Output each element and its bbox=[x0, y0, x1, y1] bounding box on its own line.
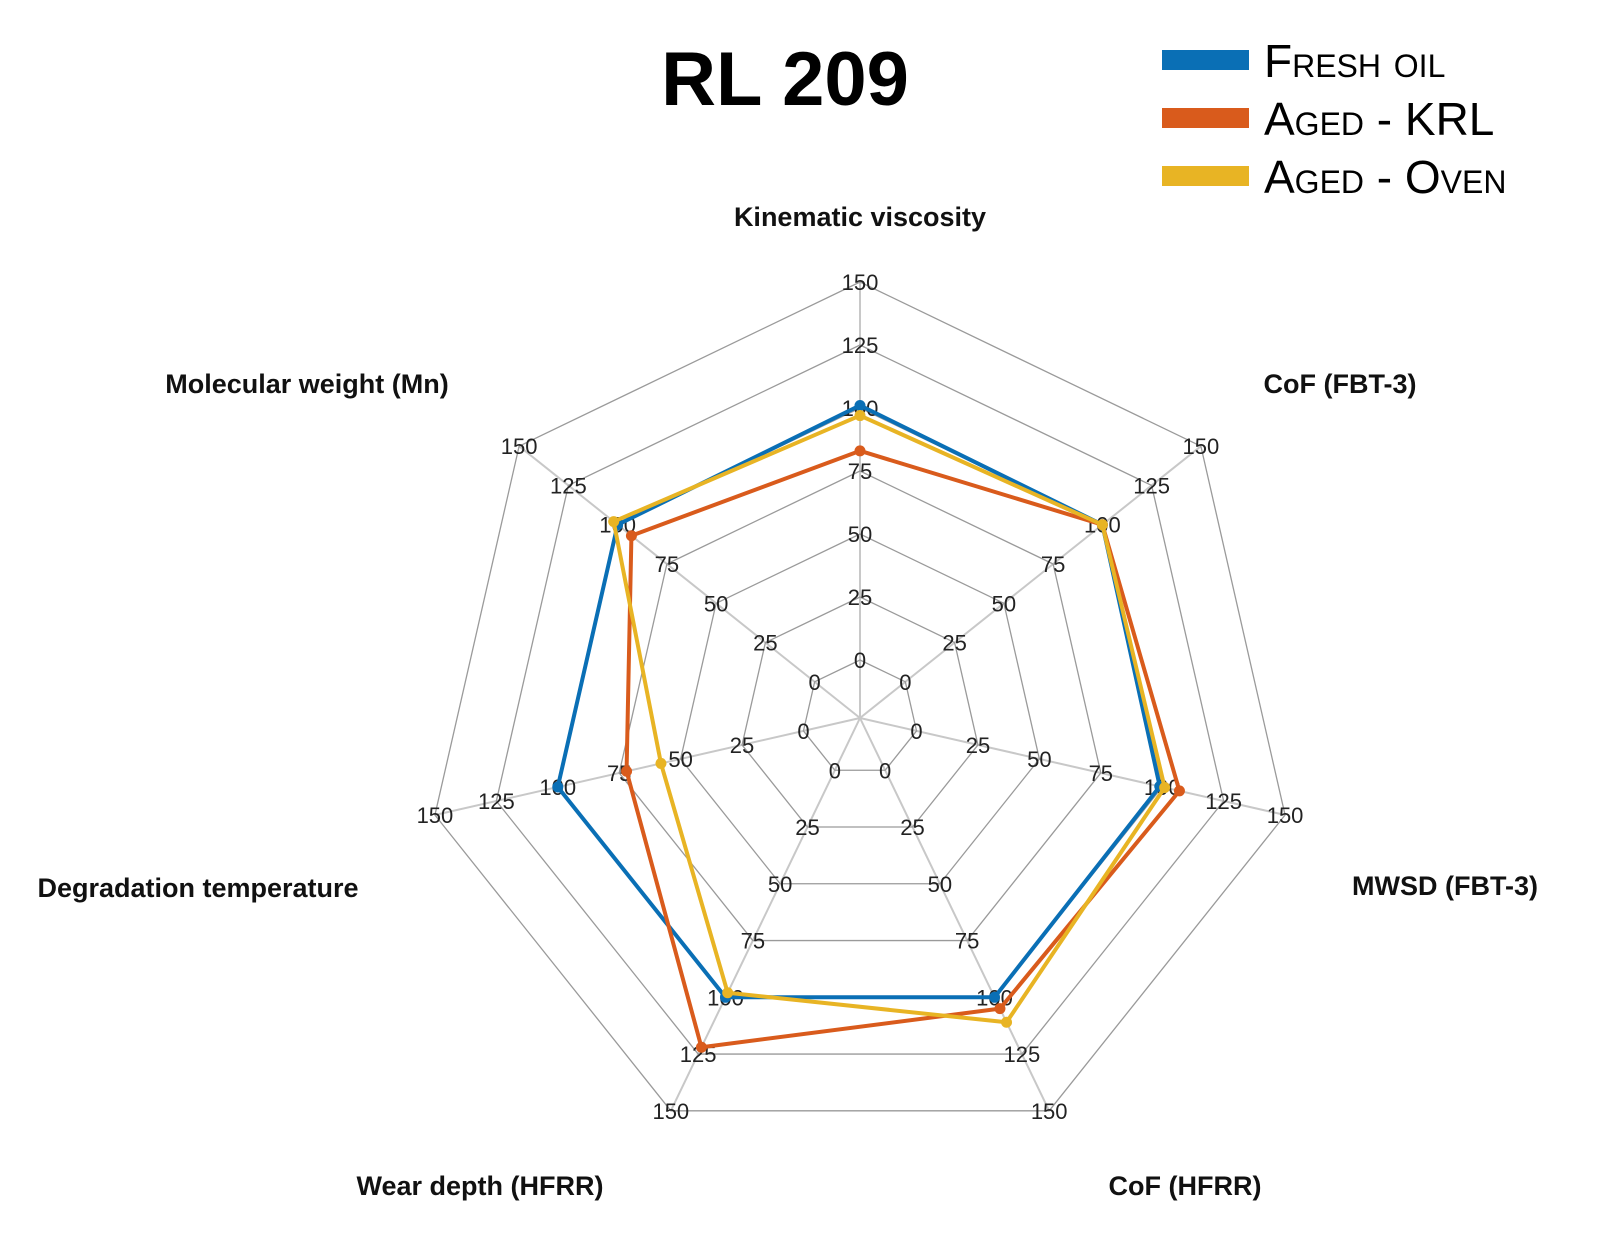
data-point bbox=[994, 1003, 1006, 1015]
data-point bbox=[608, 516, 620, 528]
legend-label: Aged - KRL bbox=[1264, 93, 1494, 145]
legend-label: Aged - Oven bbox=[1264, 151, 1506, 203]
data-point bbox=[1173, 785, 1185, 797]
axis-label: CoF (HFRR) bbox=[1109, 1171, 1262, 1201]
axis-label: CoF (FBT-3) bbox=[1264, 369, 1417, 399]
axis-spoke bbox=[859, 717, 1051, 1112]
tick-label: 150 bbox=[1267, 803, 1304, 828]
axis-spoke bbox=[518, 445, 861, 719]
tick-label: 75 bbox=[1089, 761, 1113, 786]
tick-label: 75 bbox=[955, 929, 979, 954]
tick-label: 125 bbox=[550, 473, 587, 498]
tick-label: 0 bbox=[829, 758, 841, 783]
axis-label: Kinematic viscosity bbox=[734, 202, 986, 232]
tick-label: 125 bbox=[478, 789, 515, 814]
data-point bbox=[695, 1041, 707, 1053]
grid-ring bbox=[434, 281, 1286, 1112]
tick-label: 50 bbox=[928, 872, 952, 897]
tick-labels: 0255075100125150025507510012515002550751… bbox=[417, 270, 1304, 1124]
data-point bbox=[1096, 519, 1108, 531]
tick-label: 150 bbox=[652, 1099, 689, 1124]
tick-label: 50 bbox=[992, 591, 1016, 616]
tick-label: 0 bbox=[879, 758, 891, 783]
tick-label: 75 bbox=[1041, 552, 1065, 577]
data-point bbox=[854, 410, 866, 422]
axis-label: Molecular weight (Mn) bbox=[165, 369, 449, 399]
series-group bbox=[552, 399, 1185, 1053]
tick-label: 125 bbox=[1205, 789, 1242, 814]
legend: Fresh oil Aged - KRL Aged - Oven bbox=[1162, 35, 1506, 203]
tick-label: 25 bbox=[795, 815, 819, 840]
tick-label: 125 bbox=[1133, 473, 1170, 498]
tick-label: 75 bbox=[741, 929, 765, 954]
grid-ring bbox=[495, 344, 1225, 1055]
tick-label: 25 bbox=[900, 815, 924, 840]
tick-label: 150 bbox=[417, 803, 454, 828]
data-point bbox=[655, 757, 667, 769]
legend-swatch bbox=[1162, 108, 1249, 128]
series-line bbox=[611, 413, 1167, 1025]
grid-ring bbox=[679, 533, 1041, 885]
tick-label: 25 bbox=[942, 631, 966, 656]
legend-swatch bbox=[1162, 166, 1249, 186]
tick-label: 75 bbox=[848, 459, 872, 484]
axis-spoke bbox=[859, 445, 1202, 719]
tick-label: 25 bbox=[966, 733, 990, 758]
tick-label: 50 bbox=[668, 747, 692, 772]
axis-spoke bbox=[434, 717, 861, 816]
data-point bbox=[552, 781, 564, 793]
tick-label: 125 bbox=[1003, 1042, 1040, 1067]
data-point bbox=[722, 987, 734, 999]
data-point bbox=[1159, 782, 1171, 794]
data-point bbox=[1001, 1016, 1013, 1028]
tick-label: 150 bbox=[842, 270, 879, 295]
tick-label: 25 bbox=[848, 585, 872, 610]
tick-label: 0 bbox=[910, 719, 922, 744]
tick-label: 50 bbox=[1027, 747, 1051, 772]
axis-label: Degradation temperature bbox=[37, 873, 358, 903]
data-point bbox=[854, 445, 866, 457]
data-point bbox=[989, 991, 1001, 1003]
legend-label: Fresh oil bbox=[1264, 35, 1445, 87]
data-point bbox=[854, 399, 866, 411]
tick-label: 150 bbox=[501, 434, 538, 459]
tick-label: 125 bbox=[842, 333, 879, 358]
legend-swatch bbox=[1162, 50, 1249, 70]
grid-ring bbox=[618, 470, 1102, 942]
tick-label: 0 bbox=[809, 670, 821, 695]
tick-label: 0 bbox=[899, 670, 911, 695]
axis-label: MWSD (FBT-3) bbox=[1352, 871, 1538, 901]
axis-spoke bbox=[859, 717, 1286, 816]
tick-label: 50 bbox=[768, 872, 792, 897]
tick-label: 150 bbox=[1031, 1099, 1068, 1124]
tick-label: 0 bbox=[797, 719, 809, 744]
tick-label: 150 bbox=[1183, 434, 1220, 459]
data-point bbox=[621, 765, 633, 777]
grid-ring bbox=[741, 596, 979, 828]
data-point bbox=[625, 530, 637, 542]
axis-label: Wear depth (HFRR) bbox=[357, 1171, 604, 1201]
tick-label: 50 bbox=[848, 522, 872, 547]
tick-label: 25 bbox=[730, 733, 754, 758]
chart-title: RL 209 bbox=[661, 37, 909, 122]
tick-label: 25 bbox=[753, 631, 777, 656]
axis-labels: Kinematic viscosity CoF (FBT-3) MWSD (FBT-… bbox=[37, 202, 1538, 1201]
tick-label: 0 bbox=[854, 648, 866, 673]
grid-ring bbox=[802, 659, 918, 771]
series-line bbox=[624, 448, 1182, 1050]
tick-label: 75 bbox=[655, 552, 679, 577]
tick-label: 50 bbox=[704, 591, 728, 616]
